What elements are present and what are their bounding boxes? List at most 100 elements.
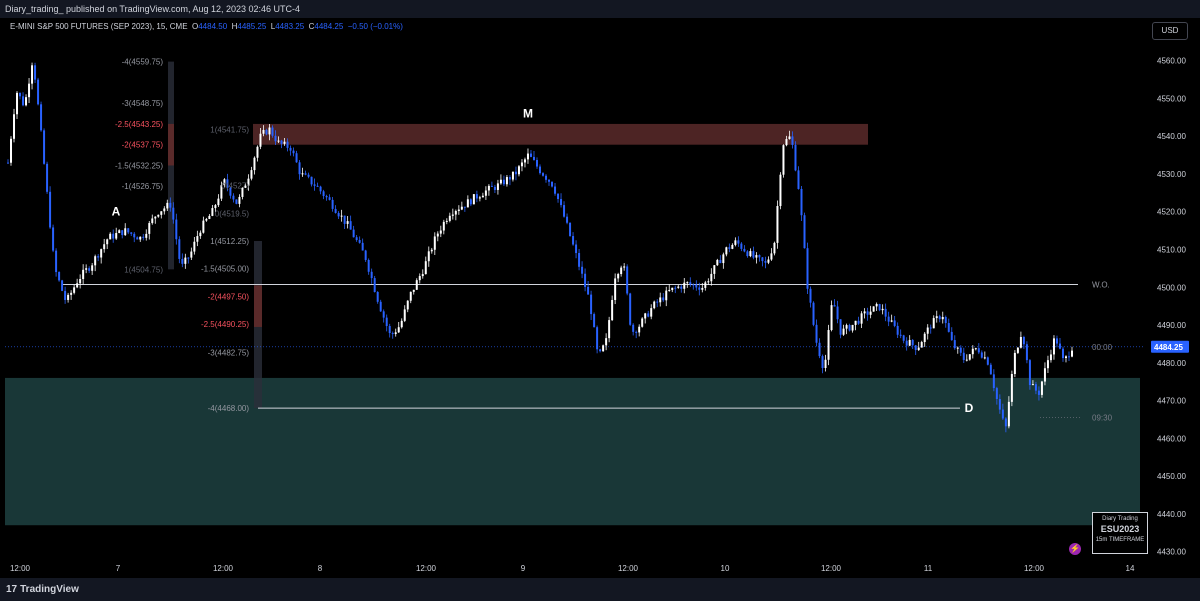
candle-body (962, 352, 965, 360)
candle-body (40, 104, 43, 131)
candle-body (79, 279, 82, 284)
candle-body (785, 139, 788, 146)
candle-body (367, 259, 370, 272)
candle-body (818, 342, 821, 357)
candle-body (539, 166, 541, 174)
zones-layer (5, 61, 1140, 526)
candle-body (755, 255, 758, 258)
candle-body (932, 318, 935, 329)
price-chart[interactable]: W.O. 00:00 09:30 -4(4559.75) -3(4548.75) -2.… (0, 18, 1200, 596)
candle-body (352, 229, 355, 238)
candle-body (154, 216, 157, 219)
candle-body (578, 253, 581, 267)
candle-body (1025, 344, 1028, 361)
candle-body (725, 247, 728, 255)
tradingview-logo[interactable]: 17 TradingView (6, 584, 79, 595)
candle-body (268, 127, 271, 135)
candle-body (827, 330, 830, 360)
y-tick-label: 4540.00 (1157, 132, 1186, 141)
candle-body (313, 184, 316, 186)
candle-body (466, 199, 469, 208)
candle-body (508, 177, 511, 180)
watermark-badge: Diary Trading ESU2023 15m TIMEFRAME (1092, 512, 1148, 554)
candle-body (325, 196, 328, 198)
candle-body (247, 178, 250, 186)
high-value: 4485.25 (237, 22, 267, 31)
candle-body (58, 272, 61, 281)
candle-body (701, 287, 704, 290)
candle-body (584, 273, 587, 287)
candle-body (959, 347, 962, 353)
candle-body (139, 236, 142, 240)
candle-body (511, 171, 514, 180)
currency-button[interactable]: USD (1152, 22, 1188, 40)
candle-body (716, 259, 719, 266)
candle-body (776, 206, 779, 243)
candle-body (680, 286, 683, 289)
candle-body (76, 283, 79, 288)
fib-right-label: -3(4482.75) (208, 348, 250, 357)
y-tick-label: 4550.00 (1157, 94, 1186, 103)
candle-body (941, 317, 944, 320)
candle-body (965, 359, 968, 361)
candle-body (493, 186, 496, 190)
candle-body (172, 207, 175, 220)
x-tick-label: 12:00 (618, 564, 639, 573)
candle-body (262, 129, 265, 134)
candle-body (388, 326, 391, 334)
candle-body (439, 230, 442, 234)
candle-body (974, 348, 977, 350)
change-value: −0.50 (−0.01%) (347, 22, 403, 31)
open-label: O (192, 22, 199, 31)
candle-body (830, 305, 833, 331)
candle-body (445, 220, 448, 222)
candle-body (10, 138, 13, 163)
candle-body (746, 251, 749, 257)
candle-body (241, 187, 244, 197)
candle-body (259, 133, 262, 147)
candle-body (307, 174, 310, 177)
candle-body (520, 162, 523, 167)
candle-body (914, 345, 917, 351)
marker-0930: 09:30 (1092, 414, 1113, 423)
candle-body (253, 157, 256, 171)
candle-body (19, 92, 22, 97)
candle-body (472, 194, 475, 205)
marker-0000: 00:00 (1092, 343, 1113, 352)
candle-body (97, 256, 100, 258)
candle-body (475, 194, 478, 199)
candle-body (668, 289, 671, 291)
candle-body (70, 292, 73, 295)
candle-body (1046, 360, 1049, 369)
y-tick-label: 4470.00 (1157, 397, 1186, 406)
candle-body (199, 232, 202, 237)
candle-body (298, 162, 301, 175)
fib-left-label: -4(4559.75) (122, 58, 164, 67)
candle-body (926, 327, 929, 334)
supply-zone (253, 123, 868, 145)
candle-body (490, 185, 493, 187)
y-tick-label: 4510.00 (1157, 246, 1186, 255)
candle-body (46, 163, 49, 192)
candle-body (301, 173, 304, 175)
candle-body (572, 236, 575, 245)
candle-body (842, 328, 845, 335)
candle-body (806, 248, 809, 289)
candle-body (869, 311, 872, 315)
candle-body (908, 339, 911, 346)
candle-body (875, 303, 878, 307)
candle-body (602, 345, 605, 352)
lightning-icon[interactable]: ⚡ (1069, 543, 1081, 555)
candle-body (1013, 352, 1016, 374)
candle-body (812, 302, 815, 325)
candle-body (376, 292, 379, 302)
candle-body (551, 181, 554, 187)
candle-body (797, 170, 800, 189)
candle-body (791, 136, 794, 145)
fib-left-label: -2(4537.75) (122, 141, 164, 150)
candle-body (385, 317, 388, 327)
candle-body (800, 188, 803, 216)
x-tick-label: 14 (1126, 564, 1135, 573)
candle-body (887, 316, 890, 322)
candle-body (971, 348, 974, 355)
